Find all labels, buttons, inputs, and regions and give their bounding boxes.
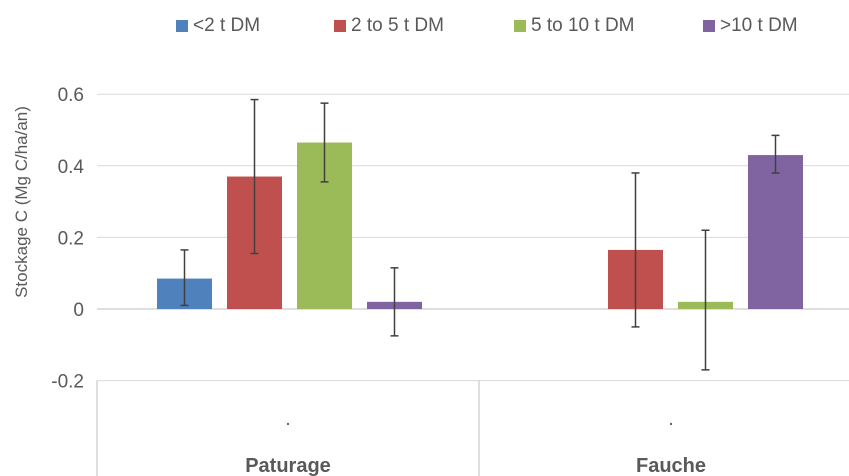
error-bar [320,102,329,183]
legend-swatch-4 [703,20,715,32]
category-sublabel: . [285,409,290,430]
error-bar [701,229,710,371]
error-bar [180,249,189,307]
y-tick-label: 0 [73,300,84,321]
legend-item-series-1: <2 t DM [176,14,260,38]
legend-swatch-2 [334,20,346,32]
y-axis-label: Stockage C (Mg C/ha/an) [12,106,31,298]
legend-label-2: 2 to 5 t DM [351,15,444,36]
y-tick-label: 0.6 [58,85,84,106]
legend-label-1: <2 t DM [193,15,261,36]
bar-4-fauche [748,155,803,309]
legend-item-series-4: >10 t DM [703,14,798,38]
labels: -0.2 0 0.2 0.4 0.6 Stockage C (Mg C/ha/an). Pa… [12,85,706,476]
legend-label-3: 5 to 10 t DM [531,15,635,36]
legend-item-series-3: 5 to 10 t DM [514,14,635,38]
y-tick-label: 0.2 [58,228,84,249]
error-bars [180,98,780,371]
category-label-paturage: Paturage [245,455,331,476]
legend-item-series-2: 2 to 5 t DM [334,14,444,38]
y-tick-label: -0.2 [51,372,84,393]
category-label-fauche: Fauche [636,455,706,476]
error-bar [631,172,640,328]
legend: <2 t DM 2 to 5 t DM 5 to 10 t DM >10 t D… [0,14,849,38]
category-sublabel: . [668,409,673,430]
gridlines [97,93,849,382]
legend-label-4: >10 t DM [720,15,798,36]
error-bar [390,267,399,337]
legend-swatch-1 [176,20,188,32]
y-tick-label: 0.4 [58,157,85,178]
error-bar [250,98,259,255]
legend-swatch-3 [514,20,526,32]
axes [96,380,480,476]
error-bar [771,134,780,174]
